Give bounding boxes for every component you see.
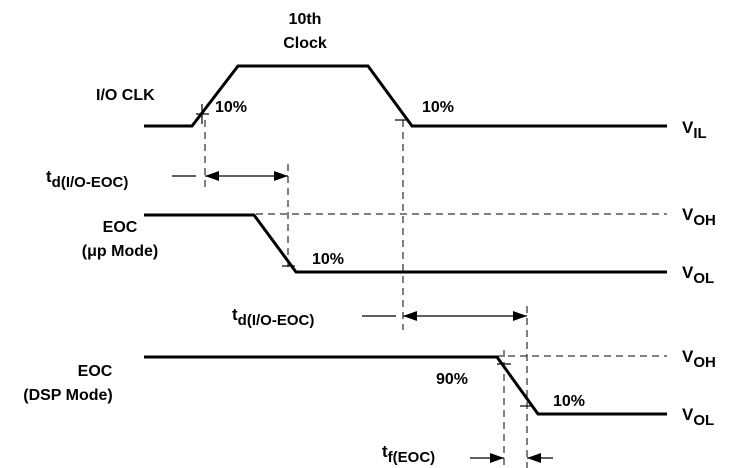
td2-label: td(I/O-EOC) — [232, 305, 314, 329]
voh-label-1: VOH — [682, 205, 716, 229]
clock-title-line1: 10th — [289, 11, 322, 28]
tf-label: tf(EOC) — [382, 442, 435, 466]
td1-label: td(I/O-EOC) — [46, 167, 128, 191]
eoc-dsp-10pct-label: 10% — [553, 393, 585, 410]
clk-fall-10pct-label: 10% — [422, 99, 454, 116]
eoc-dsp-90pct-label: 90% — [436, 371, 468, 388]
td2-arrow-right — [513, 311, 527, 321]
td1-arrow-left — [205, 171, 219, 181]
tf-arrow-right-head — [527, 453, 541, 463]
vol-label-2: VOL — [682, 405, 714, 429]
td1-arrow-right — [274, 171, 288, 181]
tf-arrow-left-head — [490, 453, 504, 463]
eoc-dsp-waveform — [144, 355, 667, 416]
io-clk-waveform — [144, 64, 667, 128]
eoc-up-label-line1: EOC — [103, 219, 138, 236]
eoc-up-10pct-label: 10% — [312, 251, 344, 268]
eoc-up-label-line2: (μp Mode) — [82, 243, 158, 260]
io-clk-label: I/O CLK — [96, 87, 155, 104]
clk-rise-10pct-label: 10% — [215, 99, 247, 116]
clock-title-line2: Clock — [283, 35, 327, 52]
vil-label: VIL — [682, 118, 707, 142]
eoc-dsp-label-line1: EOC — [78, 363, 113, 380]
eoc-dsp-label-line2: (DSP Mode) — [23, 387, 112, 404]
td2-arrow-left — [403, 311, 417, 321]
eoc-up-waveform — [144, 213, 667, 274]
voh-label-2: VOH — [682, 347, 716, 371]
vol-label-1: VOL — [682, 263, 714, 287]
